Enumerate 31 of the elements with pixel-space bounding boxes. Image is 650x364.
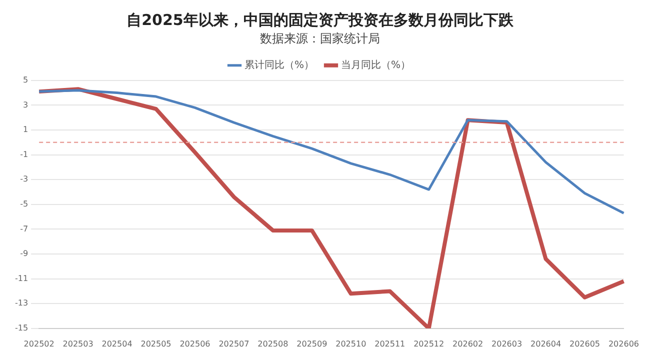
legend-label: 当月同比（%） <box>341 58 411 71</box>
y-tick-label: 1 <box>22 125 28 134</box>
x-tick-label: 202502 <box>24 339 54 348</box>
y-tick-label: -1 <box>20 150 28 159</box>
x-tick-label: 202510 <box>336 339 366 348</box>
y-tick-label: -5 <box>20 199 28 208</box>
y-tick-label: -11 <box>14 274 28 283</box>
x-tick-label: 202512 <box>414 339 444 348</box>
x-tick-label: 202507 <box>218 339 250 348</box>
chart-subtitle: 数据来源：国家统计局 <box>260 31 380 46</box>
x-tick-label: 202509 <box>296 339 328 348</box>
y-tick-label: -7 <box>20 224 28 234</box>
x-tick-label: 202602 <box>452 339 484 348</box>
x-tick-label: 202503 <box>62 339 94 348</box>
x-tick-label: 202511 <box>374 339 406 348</box>
x-tick-label: 202508 <box>258 339 288 348</box>
x-tick-label: 202603 <box>492 339 522 348</box>
y-tick-label: -13 <box>14 298 28 308</box>
legend-label: 累计同比（%） <box>244 58 314 71</box>
x-tick-label: 202504 <box>102 339 132 348</box>
y-tick-label: 3 <box>22 100 28 110</box>
x-tick-label: 202505 <box>140 339 172 348</box>
x-tick-label: 202604 <box>530 339 562 348</box>
x-tick-label: 202506 <box>180 339 210 348</box>
y-tick-label: 5 <box>22 75 28 84</box>
y-tick-label: -3 <box>20 174 28 184</box>
y-tick-label: -9 <box>20 249 28 258</box>
x-tick-label: 202606 <box>608 339 640 348</box>
x-tick-label: 202605 <box>569 339 600 348</box>
y-tick-label: -15 <box>14 323 28 332</box>
chart-title: 自2025年以来，中国的固定资产投资在多数月份同比下跌 <box>126 10 514 29</box>
